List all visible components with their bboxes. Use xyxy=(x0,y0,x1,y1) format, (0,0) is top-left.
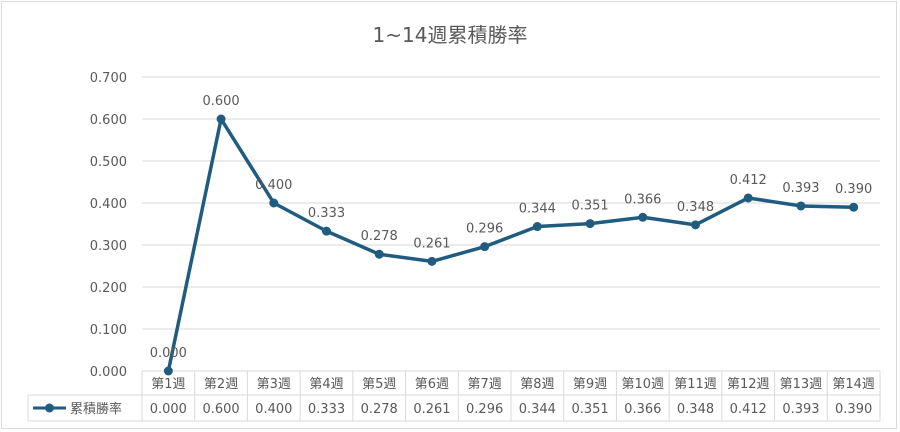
data-point xyxy=(691,220,700,230)
x-tick-label: 第5週 xyxy=(362,377,396,392)
data-label: 0.333 xyxy=(308,206,345,221)
legend-marker-key xyxy=(45,403,54,413)
table-value-cell: 0.344 xyxy=(519,402,556,417)
table-value-cell: 0.351 xyxy=(571,402,608,417)
x-tick-label: 第7週 xyxy=(468,377,502,392)
data-point xyxy=(480,242,490,252)
x-tick-label: 第2週 xyxy=(204,377,238,392)
y-tick-label: 0.500 xyxy=(90,155,127,170)
data-label: 0.296 xyxy=(466,222,503,237)
data-label: 0.400 xyxy=(255,178,292,193)
legend-series-name: 累積勝率 xyxy=(70,401,122,417)
y-tick-label: 0.100 xyxy=(90,323,127,338)
data-label: 0.000 xyxy=(150,346,187,361)
table-value-cell: 0.278 xyxy=(361,402,398,417)
data-point xyxy=(322,226,331,236)
data-point xyxy=(374,249,384,259)
table-value-cell: 0.348 xyxy=(677,402,714,417)
data-label: 0.390 xyxy=(835,182,872,197)
data-label: 0.278 xyxy=(361,229,398,244)
data-label: 0.412 xyxy=(730,173,767,188)
data-label: 0.261 xyxy=(413,236,450,251)
y-tick-label: 0.600 xyxy=(90,113,127,128)
y-tick-label: 0.300 xyxy=(90,239,127,254)
data-label: 0.344 xyxy=(519,202,556,217)
data-point xyxy=(427,256,437,266)
table-value-cell: 0.000 xyxy=(150,402,187,417)
x-tick-label: 第3週 xyxy=(257,377,291,392)
x-tick-label: 第13週 xyxy=(780,377,823,392)
data-label: 0.600 xyxy=(202,94,239,109)
series-line xyxy=(163,114,859,376)
data-label: 0.393 xyxy=(782,181,819,196)
y-tick-label: 0.400 xyxy=(90,197,127,212)
x-tick-label: 第8週 xyxy=(520,377,554,392)
table-value-cell: 0.400 xyxy=(255,402,292,417)
series-line-path xyxy=(166,117,854,372)
data-point xyxy=(269,198,279,208)
gridlines xyxy=(142,76,880,330)
x-tick-label: 第11週 xyxy=(674,377,717,392)
x-tick-label: 第10週 xyxy=(622,377,665,392)
y-tick-label: 0.700 xyxy=(90,71,127,86)
data-point xyxy=(216,114,226,124)
data-point xyxy=(796,201,806,211)
data-table: 第1週 0.000 第2週 0.600 第3週 0.400 第4週 0.333 第5週 0.278… xyxy=(27,370,881,422)
data-label: 0.348 xyxy=(677,200,714,215)
chart-title: 1~14週累積勝率 xyxy=(373,23,528,47)
table-value-cell: 0.393 xyxy=(782,402,819,417)
data-point xyxy=(163,366,173,376)
x-tick-label: 第4週 xyxy=(309,377,343,392)
data-point xyxy=(743,193,753,203)
data-point xyxy=(638,212,648,222)
table-value-cell: 0.366 xyxy=(624,402,661,417)
data-label: 0.351 xyxy=(571,199,608,214)
table-value-cell: 0.390 xyxy=(835,402,872,417)
data-labels: 0.000 0.600 0.400 0.333 0.278 0.261 0.296 0.344… xyxy=(150,94,873,361)
table-value-cell: 0.261 xyxy=(413,402,450,417)
x-tick-label: 第12週 xyxy=(727,377,770,392)
y-tick-label: 0.000 xyxy=(90,365,127,380)
table-value-cell: 0.333 xyxy=(308,402,345,417)
data-label: 0.366 xyxy=(624,192,661,207)
data-point xyxy=(585,219,595,229)
data-point xyxy=(532,222,542,232)
table-value-cell: 0.412 xyxy=(730,402,767,417)
table-value-cell: 0.296 xyxy=(466,402,503,417)
x-tick-label: 第1週 xyxy=(151,377,185,392)
x-tick-label: 第14週 xyxy=(832,377,875,392)
y-tick-label: 0.200 xyxy=(90,281,127,296)
x-tick-label: 第9週 xyxy=(573,377,607,392)
data-point xyxy=(849,202,859,212)
x-tick-label: 第6週 xyxy=(415,377,449,392)
table-value-cell: 0.600 xyxy=(202,402,239,417)
y-axis-ticks: 0.000 0.100 0.200 0.300 0.400 0.500 0.600 0.700 xyxy=(90,71,127,380)
